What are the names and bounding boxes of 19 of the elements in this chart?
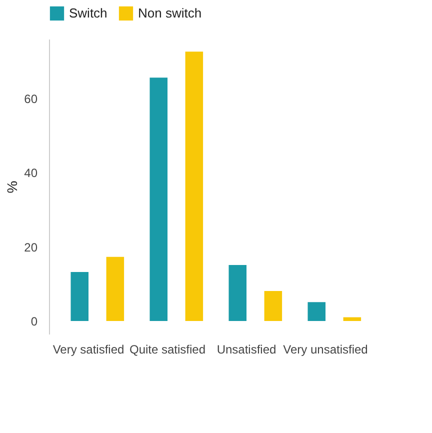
- y-axis-title: %: [4, 180, 20, 194]
- bar: [70, 272, 88, 322]
- y-tick-label: 20: [24, 240, 38, 254]
- x-tick-label: Very unsatisfied: [283, 342, 368, 356]
- x-tick-label: Quite satisfied: [129, 342, 206, 356]
- bar: [343, 317, 362, 322]
- y-tick-label: 0: [30, 314, 38, 329]
- y-tick-label: 60: [24, 92, 38, 106]
- bar: [264, 290, 282, 322]
- y-tick-label: 40: [24, 166, 38, 180]
- bar: [308, 302, 326, 322]
- legend-label: Non switch: [138, 5, 202, 20]
- legend-label: Switch: [69, 5, 108, 20]
- x-tick-label: Very satisfied: [52, 342, 124, 356]
- bar: [106, 256, 124, 322]
- bar: [185, 52, 204, 322]
- bar: [150, 78, 168, 322]
- x-tick-label: Unsatisfied: [216, 342, 276, 356]
- bar: [228, 264, 246, 322]
